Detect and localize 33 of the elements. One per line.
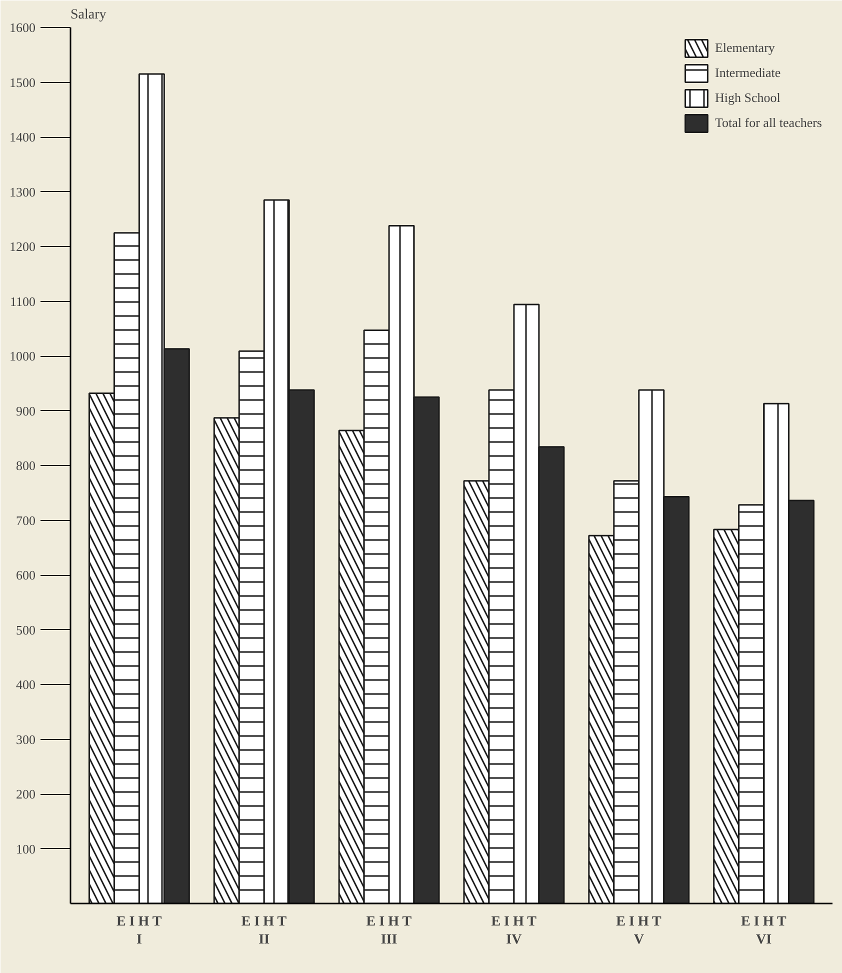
text: E I H T [116,914,162,930]
y-tick-label: 1000 [10,348,36,364]
x-tick-label: I [136,932,142,948]
y-tick-label: 1200 [10,239,36,254]
x-tick-label: VI [756,932,772,948]
text: E I H T [241,914,288,930]
y-tick-label: 200 [16,786,36,802]
y-tick-label: 1100 [10,294,36,309]
x-tick-label: III [380,932,398,948]
legend-label: High School [714,90,780,106]
y-tick-label: 500 [16,622,36,638]
y-tick-label: 1500 [10,74,36,90]
legend-label: Total for all teachers [714,115,822,131]
text: E I H T [741,914,787,930]
y-tick-label: 800 [16,458,36,473]
y-tick-label: 900 [16,403,36,418]
x-tick-label: II [258,932,270,948]
text: E I H T [616,914,662,930]
x-tick-label: V [634,932,644,948]
y-tick-label: 400 [16,677,36,692]
y-axis-title: Salary [70,8,106,22]
y-tick-label: 600 [16,568,36,582]
y-tick-label: 1400 [10,130,36,144]
y-tick-label: 1600 [10,20,36,35]
y-tick-label: 300 [16,732,36,747]
text: E I H T [491,914,538,930]
y-tick-label: 1300 [10,184,36,200]
x-tick-label: IV [506,932,522,948]
y-tick-label: 100 [16,841,36,856]
text: E I H T [366,914,412,930]
legend-label: Elementary [714,40,775,56]
y-tick-label: 700 [16,512,36,528]
legend-label: Intermediate [714,65,781,81]
